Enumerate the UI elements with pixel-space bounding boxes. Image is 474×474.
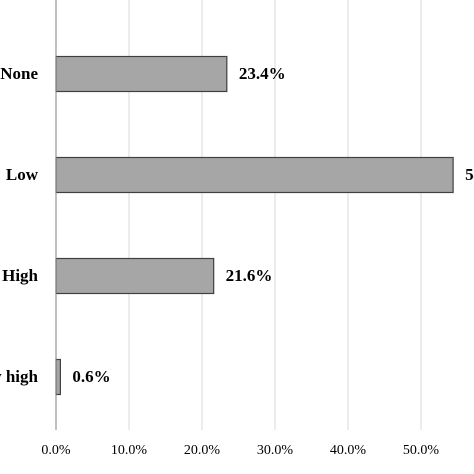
data-label: 21.6%: [226, 266, 273, 285]
x-tick-label: 0.0%: [41, 443, 71, 458]
y-tick-label: None: [0, 64, 38, 83]
y-tick-label: Low: [6, 165, 39, 184]
y-tick-label: High: [2, 266, 38, 285]
bar: [55, 257, 215, 295]
y-tick-label: Very high: [0, 367, 39, 386]
x-tick-label: 40.0%: [330, 443, 367, 458]
data-label: 0.6%: [72, 367, 110, 386]
x-tick-label: 50.0%: [403, 443, 440, 458]
bar: [55, 358, 61, 396]
x-tick-label: 30.0%: [257, 443, 294, 458]
bar: [55, 156, 454, 194]
x-tick-label: 10.0%: [111, 443, 148, 458]
x-tick-label: 20.0%: [184, 443, 221, 458]
bar: [55, 55, 228, 93]
data-label: 23.4%: [239, 64, 286, 83]
data-label: 54.4%: [465, 165, 474, 184]
